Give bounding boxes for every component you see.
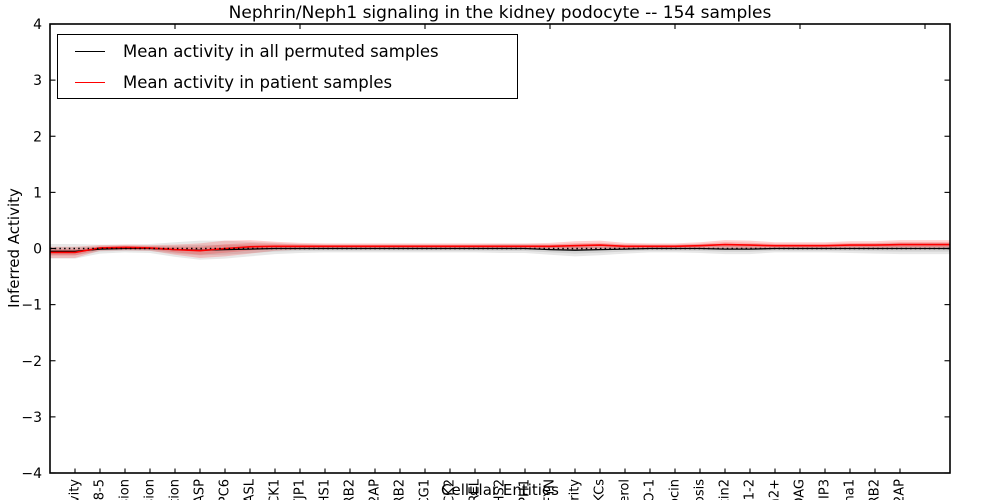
x-tick-label: TRPC6	[218, 479, 233, 500]
x-tick-label: Nephrin/NEPH1/podocin/NCK1-2	[743, 479, 758, 500]
y-tick-label: 0	[33, 242, 42, 258]
x-tick-label: Nephrin/NEPH1/podocin/CD2AP	[893, 479, 908, 500]
legend-item-patient: Mean activity in patient samples	[75, 67, 513, 98]
y-tick-label: −4	[21, 466, 42, 482]
x-axis-label: Cellular Entities	[441, 481, 559, 499]
x-tick-label: Nephrin/NEPH1/beta Arrestin2	[718, 479, 733, 500]
y-tick-label: −1	[21, 298, 42, 314]
chart-title: Nephrin/Neph1 signaling in the kidney po…	[228, 3, 772, 23]
series-band-permuted-inner	[50, 244, 950, 256]
x-tick-label: Nephrin/NEPH1/ZO-1	[643, 479, 658, 500]
x-tick-label: establishment of cell polarity	[568, 479, 583, 500]
x-tick-label: mol:IP3	[818, 479, 833, 500]
legend-item-permuted: Mean activity in all permuted samples	[75, 36, 513, 67]
x-tick-label: NCK2	[443, 479, 458, 500]
x-tick-label: cytoskeleton organization	[168, 479, 183, 500]
x-tick-label: ChemicalAbstracts:57-88-5	[93, 479, 108, 500]
x-tick-label: mol:Ca2+	[768, 479, 783, 500]
x-tick-label: Nephrin/NEPH1/podocin/PLCgamma1	[843, 479, 858, 500]
x-tick-label: TJP1	[293, 479, 308, 500]
x-tick-label: NCK1	[268, 479, 283, 500]
x-tick-label: positive regulation of NF-kappaB transcr…	[68, 479, 83, 500]
y-tick-label: −3	[21, 410, 42, 426]
x-tick-label: Nephrin/NEPH1/podocin/Cholesterol	[618, 479, 633, 500]
x-tick-label: NPHS1	[318, 479, 333, 500]
patient-line-swatch	[75, 82, 105, 83]
x-tick-label: ARRB2	[343, 479, 358, 500]
x-tick-label: homophilic cell adhesion	[143, 479, 158, 500]
y-tick-label: −2	[21, 354, 42, 370]
x-tick-label: Nephrin/NEPH1/podocin/NCK1-2/N-WASP	[193, 479, 208, 500]
x-tick-label: Nephrin/NEPH1/podocin	[668, 479, 683, 500]
x-tick-label: PLCG1	[418, 479, 433, 500]
x-tick-label: Nephrin/NEPH1/podocin/GRB2	[868, 479, 883, 500]
legend: Mean activity in all permuted samples Me…	[57, 34, 518, 99]
permuted-line-swatch	[75, 51, 105, 52]
y-tick-label: 2	[33, 129, 42, 145]
y-tick-label: 3	[33, 73, 42, 89]
x-tick-label: mol:DAG	[793, 479, 808, 500]
x-tick-label: FYN	[543, 479, 558, 500]
series-band-patient-inner	[50, 242, 950, 256]
x-tick-label: NPHS2	[493, 479, 508, 500]
x-tick-label: regulation of endocytosis	[693, 479, 708, 500]
x-tick-label: Nephrin/NEPH1Par3/Par6/Atypical PKCs	[593, 479, 608, 500]
y-axis-label: Inferred Activity	[5, 188, 23, 308]
y-tick-label: 1	[33, 185, 42, 201]
x-tick-label: heterophilic cell adhesion	[118, 479, 133, 500]
x-tick-label: KIRREL	[468, 478, 483, 500]
series-line-patient	[50, 243, 950, 254]
x-tick-label: Nephrin/NEPH1	[518, 479, 533, 500]
x-tick-label: GRB2	[393, 479, 408, 500]
legend-label-permuted: Mean activity in all permuted samples	[123, 42, 439, 61]
x-tick-label: CD2AP	[368, 479, 383, 500]
legend-label-patient: Mean activity in patient samples	[123, 73, 393, 92]
x-tick-label: WASL	[243, 478, 258, 500]
y-tick-label: 4	[33, 17, 42, 33]
